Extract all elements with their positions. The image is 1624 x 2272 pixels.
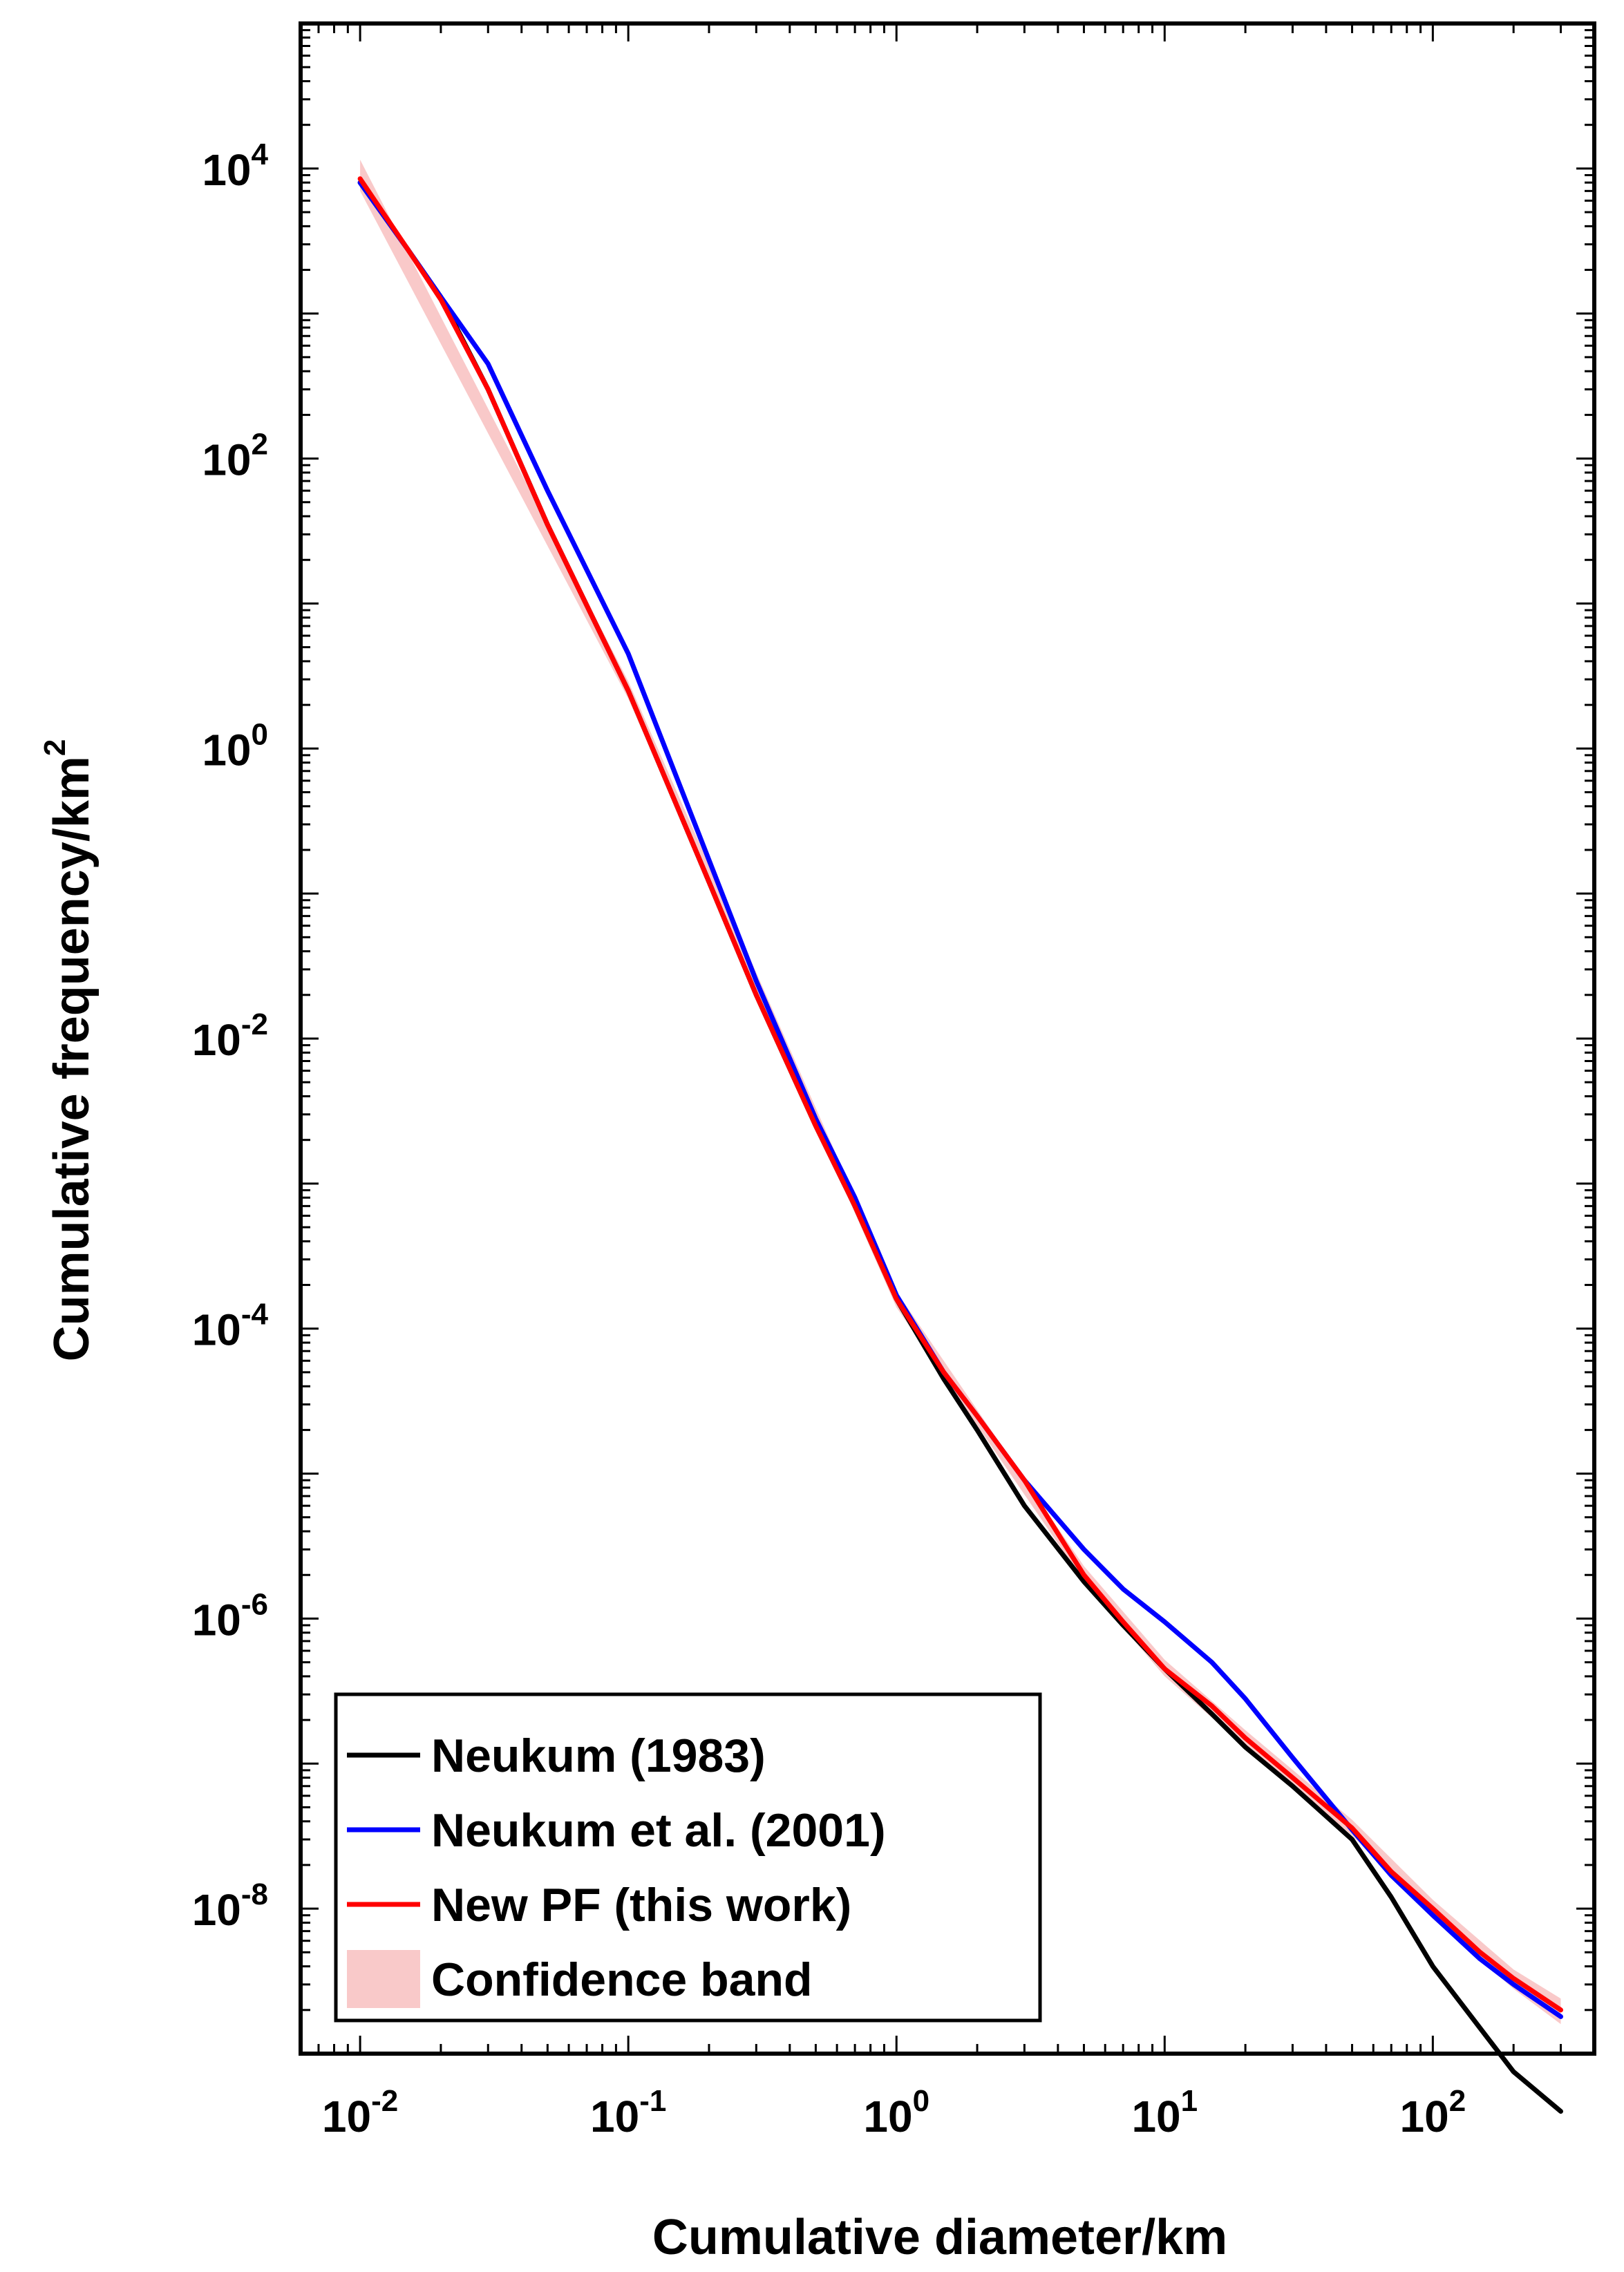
y-tick-label: 10-6 bbox=[192, 1587, 268, 1645]
x-tick-label: 101 bbox=[1131, 2084, 1198, 2141]
legend-label: Neukum (1983) bbox=[431, 1730, 766, 1782]
legend-label: Confidence band bbox=[431, 1953, 813, 2006]
y-tick-label: 10-2 bbox=[192, 1007, 268, 1065]
y-axis-title-text: Cumulative frequency/km bbox=[44, 756, 100, 1361]
x-tick-label: 10-2 bbox=[322, 2084, 398, 2141]
legend-swatch-confidence-band bbox=[347, 1950, 420, 2008]
y-tick-label: 102 bbox=[202, 428, 268, 485]
plot-frame bbox=[299, 21, 1596, 2056]
y-tick-label: 104 bbox=[202, 138, 268, 195]
x-tick-label: 10-1 bbox=[590, 2084, 666, 2141]
y-axis-title-superscript: 2 bbox=[38, 739, 72, 756]
y-tick-label: 10-4 bbox=[192, 1298, 269, 1355]
legend-box bbox=[334, 1692, 1042, 2023]
y-tick-label: 100 bbox=[202, 717, 268, 775]
y-tick-label: 10-8 bbox=[192, 1877, 268, 1935]
x-tick-label: 100 bbox=[863, 2084, 929, 2141]
x-tick-label: 102 bbox=[1400, 2084, 1466, 2141]
tick-label-layer: 10-2 10-1 100 101 102 104 102 100 10-2 10-4 10-6 10… bbox=[192, 138, 1466, 2141]
legend-label: New PF (this work) bbox=[431, 1879, 851, 1931]
series-new-pf bbox=[357, 176, 1563, 2013]
legend: Neukum (1983) Neukum et al. (2001) New PF … bbox=[334, 1692, 1042, 2023]
legend-label: Neukum et al. (2001) bbox=[431, 1804, 886, 1857]
x-axis-title: Cumulative diameter/km bbox=[652, 2210, 1227, 2265]
y-axis-title: Cumulative frequency/km2 bbox=[38, 739, 100, 1362]
series-layer bbox=[357, 176, 1563, 2114]
